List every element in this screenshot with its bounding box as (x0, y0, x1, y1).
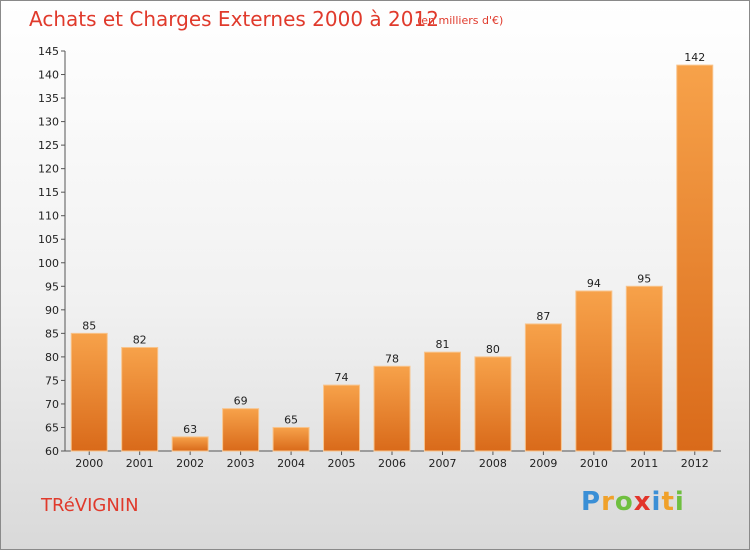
y-tick-label: 65 (45, 421, 59, 434)
bar-2000 (70, 332, 108, 452)
data-label-2001: 82 (133, 333, 147, 346)
chart-title: Achats et Charges Externes 2000 à 2012 (29, 7, 439, 31)
x-tick-label-2006: 2006 (378, 457, 406, 470)
data-label-2009: 87 (536, 310, 550, 323)
bar-2008 (474, 356, 512, 452)
x-tick-label-2001: 2001 (126, 457, 154, 470)
bar-2007 (423, 351, 461, 452)
y-tick-label: 105 (38, 233, 59, 246)
y-tick-label: 100 (38, 257, 59, 270)
proxiti-logo: Proxiti (581, 487, 685, 517)
x-tick-label-2002: 2002 (176, 457, 204, 470)
data-label-2005: 74 (335, 371, 349, 384)
logo-letter: x (633, 487, 652, 517)
y-tick-label: 120 (38, 163, 59, 176)
bar-2011 (625, 285, 663, 452)
y-tick-label: 70 (45, 398, 59, 411)
logo-letter: i (651, 487, 662, 517)
x-tick-label-2005: 2005 (328, 457, 356, 470)
data-label-2007: 81 (435, 338, 449, 351)
bar-2002 (171, 436, 209, 452)
bar-2001 (121, 346, 159, 452)
data-label-2000: 85 (82, 319, 96, 332)
y-tick-label: 95 (45, 280, 59, 293)
logo-letter: i (674, 487, 685, 517)
bar-2009 (524, 323, 562, 452)
x-tick-label-2010: 2010 (580, 457, 608, 470)
bar-2004 (272, 426, 310, 452)
x-tick-label-2000: 2000 (75, 457, 103, 470)
y-tick-label: 130 (38, 116, 59, 129)
x-tick-label-2003: 2003 (227, 457, 255, 470)
x-tick-label-2009: 2009 (529, 457, 557, 470)
x-tick-label-2004: 2004 (277, 457, 305, 470)
y-tick-label: 90 (45, 304, 59, 317)
chart-subtitle: (en milliers d'€) (417, 14, 504, 27)
y-tick-label: 60 (45, 445, 59, 458)
y-tick-label: 145 (38, 45, 59, 58)
data-label-2003: 69 (234, 395, 248, 408)
logo-letter: r (601, 487, 615, 517)
x-tick-label-2012: 2012 (681, 457, 709, 470)
town-name: TRéVIGNIN (41, 495, 139, 516)
logo-letter: o (614, 487, 634, 517)
bar-2010 (575, 290, 613, 452)
data-label-2002: 63 (183, 423, 197, 436)
y-tick-label: 110 (38, 210, 59, 223)
y-tick-label: 85 (45, 327, 59, 340)
x-tick-label-2007: 2007 (428, 457, 456, 470)
logo-letter: t (661, 487, 675, 517)
bar-2006 (373, 365, 411, 452)
data-label-2012: 142 (684, 51, 705, 64)
x-tick-label-2011: 2011 (630, 457, 658, 470)
data-label-2004: 65 (284, 413, 298, 426)
bar-2003 (222, 408, 260, 452)
bar-2005 (323, 384, 361, 452)
y-tick-label: 115 (38, 186, 59, 199)
y-tick-label: 75 (45, 374, 59, 387)
bar-2012 (676, 64, 714, 452)
data-label-2011: 95 (637, 272, 651, 285)
logo-letter: P (581, 487, 602, 517)
data-label-2008: 80 (486, 343, 500, 356)
data-label-2006: 78 (385, 352, 399, 365)
y-tick-label: 135 (38, 92, 59, 105)
y-tick-label: 125 (38, 139, 59, 152)
y-tick-label: 140 (38, 69, 59, 82)
y-tick-label: 80 (45, 351, 59, 364)
data-label-2010: 94 (587, 277, 601, 290)
x-tick-label-2008: 2008 (479, 457, 507, 470)
